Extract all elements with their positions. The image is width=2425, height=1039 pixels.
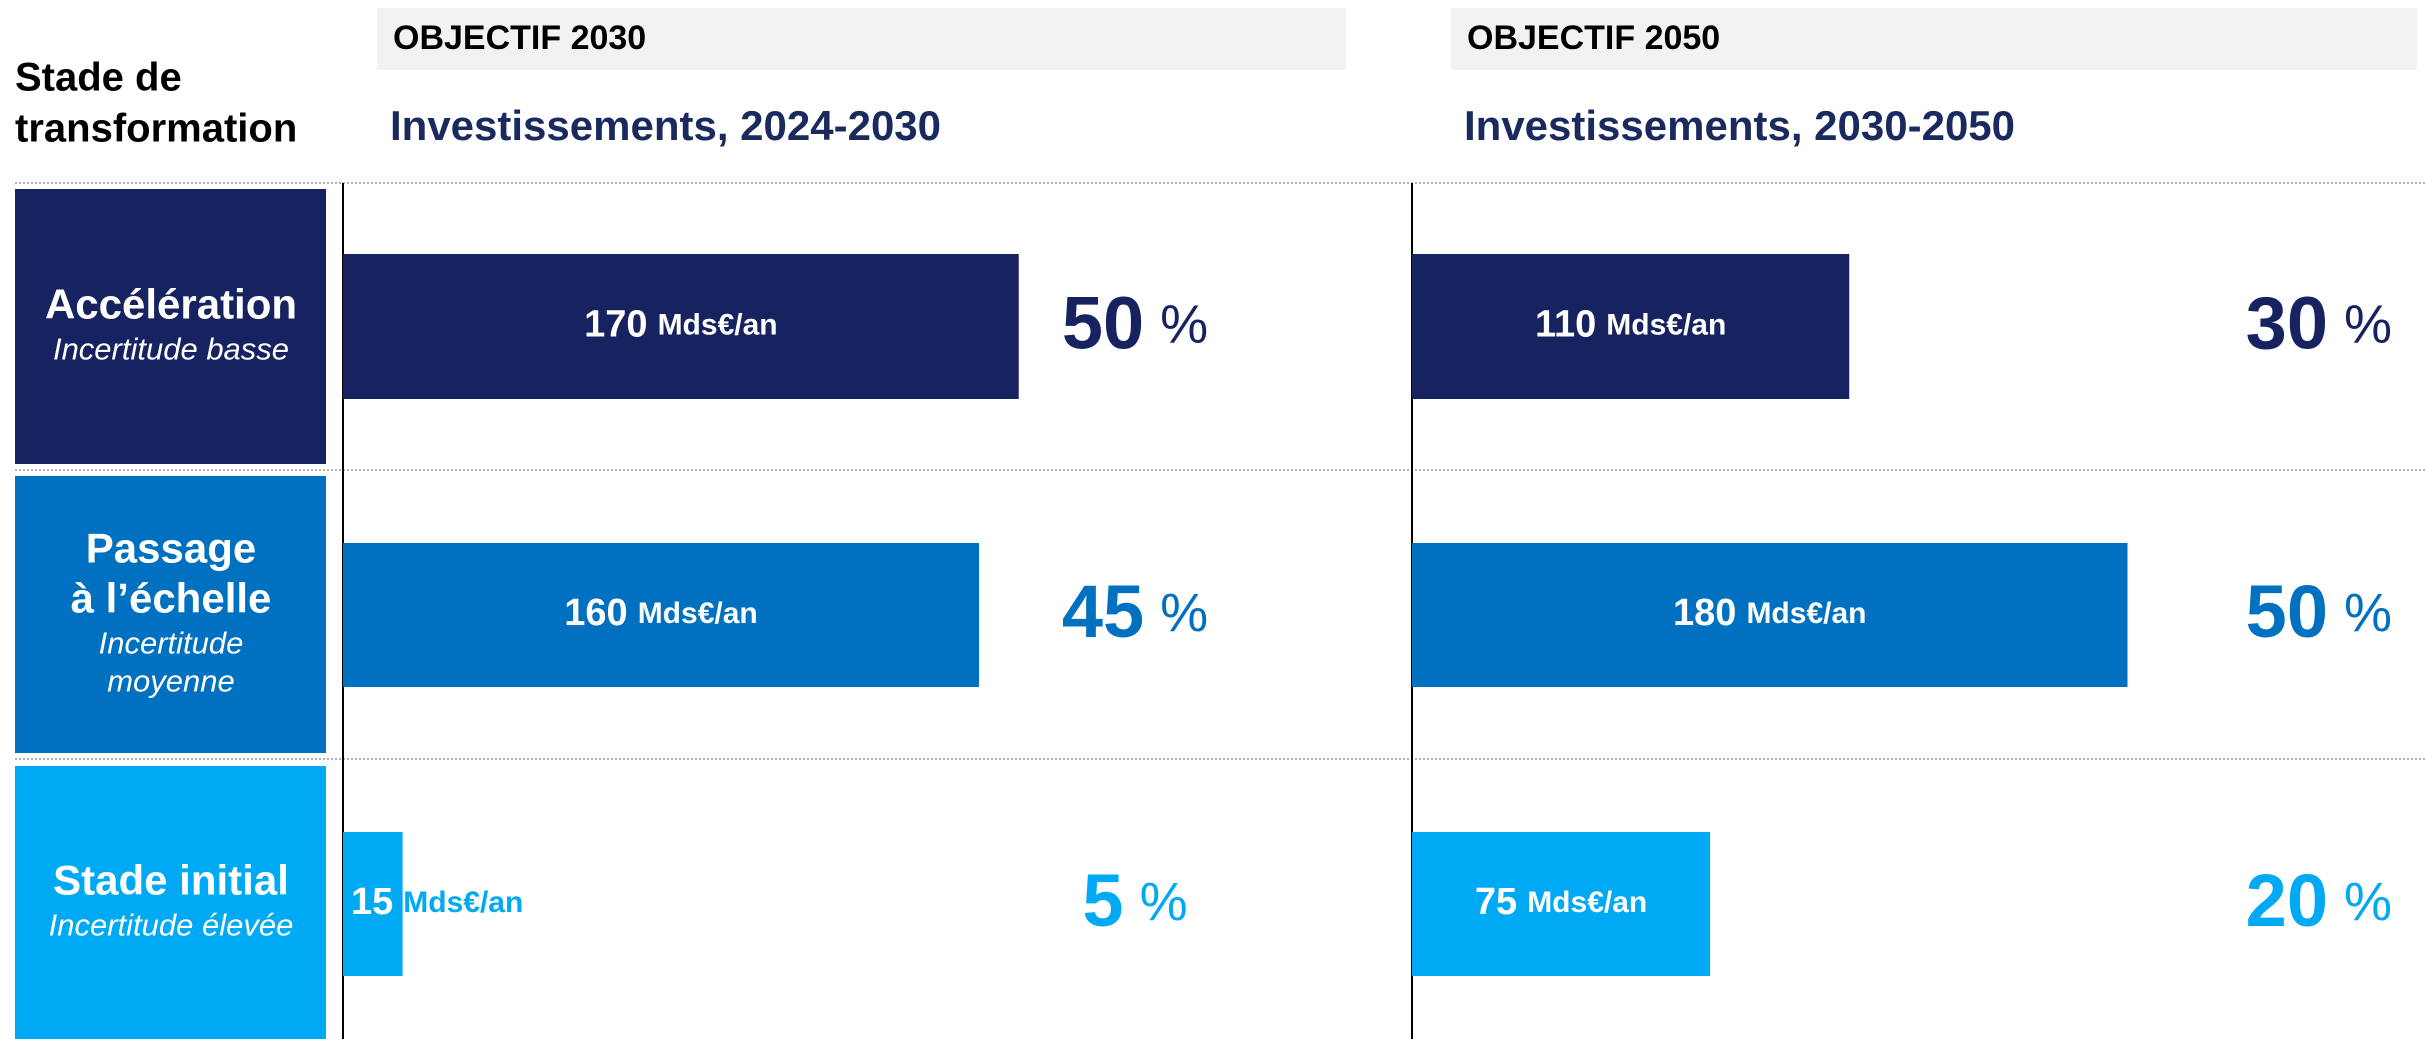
share-value: 30 bbox=[2246, 281, 2328, 364]
share-unit: % bbox=[2344, 583, 2392, 643]
bar-label: 75 Mds€/an bbox=[1475, 881, 1647, 923]
objective-label: OBJECTIF 2050 bbox=[1467, 19, 1720, 57]
panel-title: Investissements, 2024-2030 bbox=[390, 102, 941, 149]
bar-value: 15 bbox=[351, 881, 393, 923]
stage-box bbox=[15, 476, 326, 753]
stage-uncertainty: Incertitude basse bbox=[53, 332, 289, 367]
share-label: 50% bbox=[1062, 281, 1208, 364]
bar-value: 75 bbox=[1475, 881, 1517, 923]
stage-box bbox=[15, 189, 326, 464]
share-label: 30% bbox=[2246, 281, 2392, 364]
stage-header: transformation bbox=[15, 107, 297, 151]
bar-label: 170 Mds€/an bbox=[584, 304, 777, 346]
bar-value: 160 bbox=[564, 592, 627, 634]
bar-unit: Mds€/an bbox=[1606, 308, 1726, 341]
stage-name: Passage bbox=[86, 525, 256, 572]
share-label: 20% bbox=[2246, 859, 2392, 942]
bar-unit: Mds€/an bbox=[1527, 886, 1647, 919]
stage-name: à l’échelle bbox=[71, 575, 272, 622]
share-label: 45% bbox=[1062, 570, 1208, 653]
share-unit: % bbox=[1140, 872, 1188, 932]
bar bbox=[343, 832, 403, 976]
bar-value: 110 bbox=[1535, 304, 1596, 346]
bar bbox=[1412, 254, 1850, 399]
share-value: 5 bbox=[1082, 859, 1123, 942]
bar-label: 160 Mds€/an bbox=[564, 592, 757, 634]
bar-value: 180 bbox=[1673, 592, 1736, 634]
bar-unit: Mds€/an bbox=[638, 597, 758, 630]
share-unit: % bbox=[2344, 295, 2392, 355]
bar bbox=[343, 543, 979, 687]
share-unit: % bbox=[1160, 583, 1208, 643]
stage-name: Stade initial bbox=[53, 857, 289, 904]
objective-box bbox=[377, 8, 1346, 70]
share-value: 50 bbox=[2246, 570, 2328, 653]
bar-unit: Mds€/an bbox=[403, 886, 523, 919]
bar-value: 170 bbox=[584, 304, 647, 346]
bar bbox=[1412, 543, 2128, 687]
bar-unit: Mds€/an bbox=[1746, 597, 1866, 630]
share-value: 20 bbox=[2246, 859, 2328, 942]
bar-label: 110 Mds€/an bbox=[1535, 304, 1726, 346]
share-label: 50% bbox=[2246, 570, 2392, 653]
share-unit: % bbox=[1160, 295, 1208, 355]
share-unit: % bbox=[2344, 872, 2392, 932]
share-value: 45 bbox=[1062, 570, 1144, 653]
stage-box bbox=[15, 766, 326, 1039]
bar bbox=[1412, 832, 1711, 976]
stage-uncertainty: Incertitude bbox=[99, 626, 244, 661]
stage-uncertainty: moyenne bbox=[107, 664, 235, 699]
panel-title: Investissements, 2030-2050 bbox=[1464, 102, 2015, 149]
stage-uncertainty: Incertitude élevée bbox=[49, 908, 294, 943]
bar bbox=[343, 254, 1019, 399]
objective-label: OBJECTIF 2030 bbox=[393, 19, 646, 57]
share-label: 5% bbox=[1082, 859, 1187, 942]
bar-label: 15 Mds€/an bbox=[351, 881, 523, 923]
bar-unit: Mds€/an bbox=[658, 308, 778, 341]
stage-header: Stade de bbox=[15, 56, 182, 100]
bar-label: 180 Mds€/an bbox=[1673, 592, 1866, 634]
stage-name: Accélération bbox=[45, 281, 297, 328]
objective-box bbox=[1451, 8, 2417, 70]
share-value: 50 bbox=[1062, 281, 1144, 364]
